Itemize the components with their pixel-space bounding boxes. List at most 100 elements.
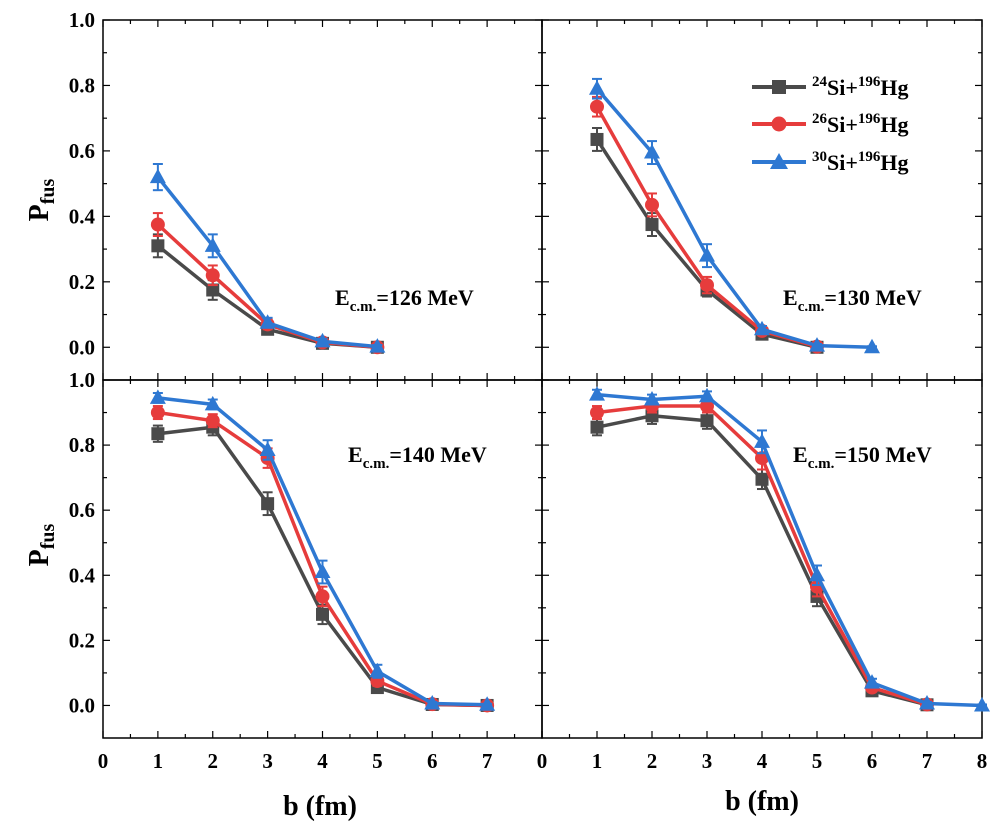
y-axis-label-sub: fus xyxy=(37,523,59,549)
data-point-square xyxy=(755,472,769,486)
data-point-square xyxy=(206,283,220,297)
energy-annotation: Ec.m.=126 MeV xyxy=(335,285,474,315)
data-point-circle xyxy=(150,217,165,232)
data-point-triangle xyxy=(754,433,770,448)
legend-marker-triangle xyxy=(770,153,788,169)
legend-marker-square xyxy=(772,80,786,94)
x-tick-label: 7 xyxy=(482,749,493,773)
data-point-triangle xyxy=(314,563,331,579)
series-30si xyxy=(149,163,386,353)
data-point-square xyxy=(151,427,165,441)
y-tick-label: 0.6 xyxy=(69,498,95,522)
x-tick-label: 1 xyxy=(153,749,164,773)
data-point-triangle xyxy=(369,338,386,353)
data-point-triangle xyxy=(809,566,825,582)
data-point-triangle xyxy=(919,695,935,710)
x-tick-label: 7 xyxy=(922,749,933,773)
x-tick-label: 5 xyxy=(812,749,823,773)
y-tick-label: 1.0 xyxy=(69,368,95,392)
y-tick-label: 0.4 xyxy=(69,563,96,587)
data-point-triangle xyxy=(644,391,660,406)
y-tick-label: 0.8 xyxy=(69,73,95,97)
x-tick-label: 0 xyxy=(537,749,548,773)
legend: 24Si+196Hg 26Si+196Hg 30Si+196Hg xyxy=(752,74,909,175)
data-point-square xyxy=(316,607,329,621)
y-axis-label-sub: fus xyxy=(37,178,59,204)
data-point-triangle xyxy=(204,395,221,411)
energy-annotation: Ec.m.=150 MeV xyxy=(793,442,932,472)
legend-label-1: 26Si+196Hg xyxy=(812,111,909,137)
data-point-square xyxy=(645,218,659,232)
legend-label-0: 24Si+196Hg xyxy=(812,74,909,100)
x-tick-label: 1 xyxy=(592,749,603,773)
data-point-square xyxy=(590,132,604,146)
series-30si xyxy=(589,77,880,354)
y-axis-label-top: Pfus xyxy=(24,178,59,221)
y-tick-label: 0.4 xyxy=(69,204,96,228)
data-point-circle xyxy=(645,197,659,212)
data-point-square xyxy=(700,414,714,428)
legend-entry-26si: 26Si+196Hg xyxy=(752,111,909,137)
x-tick-label: 8 xyxy=(977,749,988,773)
y-axis-label-main: P xyxy=(24,204,55,221)
data-point-triangle xyxy=(754,320,770,336)
data-point-triangle xyxy=(864,674,880,689)
x-tick-label: 3 xyxy=(262,749,273,773)
x-tick-label: 6 xyxy=(427,749,438,773)
x-axis-label-left: b (fm) xyxy=(283,791,357,822)
data-point-triangle xyxy=(974,696,990,712)
panel-bottom-right: 0 1 2 3 4 5 6 7 8 Ec.m.=150 MeV xyxy=(537,379,990,773)
y-tick-label: 0.2 xyxy=(69,628,95,652)
data-point-circle xyxy=(150,405,165,420)
data-point-circle xyxy=(700,278,714,293)
y-axis-label-main: P xyxy=(24,549,55,566)
data-point-circle xyxy=(205,413,220,428)
y-tick-label: 0.6 xyxy=(69,139,95,163)
data-point-circle xyxy=(590,99,604,114)
data-point-circle xyxy=(205,268,220,283)
y-tick-label: 0.8 xyxy=(69,433,95,457)
data-point-circle xyxy=(700,399,714,414)
legend-label-2: 30Si+196Hg xyxy=(812,149,909,175)
y-tick-label: 0.0 xyxy=(69,693,95,717)
data-point-triangle xyxy=(149,389,166,404)
data-point-square xyxy=(151,239,165,253)
data-point-triangle xyxy=(259,314,276,329)
legend-marker-circle xyxy=(771,116,787,132)
data-point-triangle xyxy=(259,441,276,456)
data-point-triangle xyxy=(369,662,386,678)
data-point-triangle xyxy=(589,386,605,401)
data-point-square xyxy=(261,497,275,511)
y-tick-label: 1.0 xyxy=(69,8,95,32)
legend-entry-24si: 24Si+196Hg xyxy=(752,74,909,100)
data-point-triangle xyxy=(204,237,221,252)
x-tick-label: 3 xyxy=(702,749,713,773)
x-axis-label-right: b (fm) xyxy=(725,786,799,817)
panel-top-left: 0.0 0.2 0.4 0.6 0.8 1.0 Ec.m.=126 MeV xyxy=(69,8,543,381)
series-line xyxy=(596,392,983,708)
data-point-circle xyxy=(590,405,604,420)
energy-annotation: Ec.m.=130 MeV xyxy=(783,285,922,315)
panel-bottom-left: 0.0 0.2 0.4 0.6 0.8 1.0 0 1 2 3 4 5 6 7 Ec.m.=140 MeV xyxy=(69,368,543,773)
data-point-triangle xyxy=(699,387,715,403)
data-point-triangle xyxy=(809,337,825,352)
series-30si xyxy=(149,389,496,711)
x-tick-label: 0 xyxy=(98,749,109,773)
data-point-triangle xyxy=(149,168,166,184)
data-point-square xyxy=(590,420,604,434)
x-tick-label: 6 xyxy=(867,749,878,773)
data-point-circle xyxy=(315,589,330,604)
data-point-triangle xyxy=(479,696,496,711)
data-point-triangle xyxy=(864,338,880,354)
data-point-triangle xyxy=(699,247,715,262)
x-tick-label: 2 xyxy=(208,749,219,773)
data-point-triangle xyxy=(424,695,441,710)
x-tick-label: 4 xyxy=(317,749,328,773)
series-line xyxy=(595,87,873,350)
x-tick-label: 4 xyxy=(757,749,768,773)
x-tick-label: 2 xyxy=(647,749,658,773)
y-tick-label: 0.2 xyxy=(69,270,95,294)
data-point-triangle xyxy=(589,80,605,95)
x-tick-label: 5 xyxy=(372,749,383,773)
